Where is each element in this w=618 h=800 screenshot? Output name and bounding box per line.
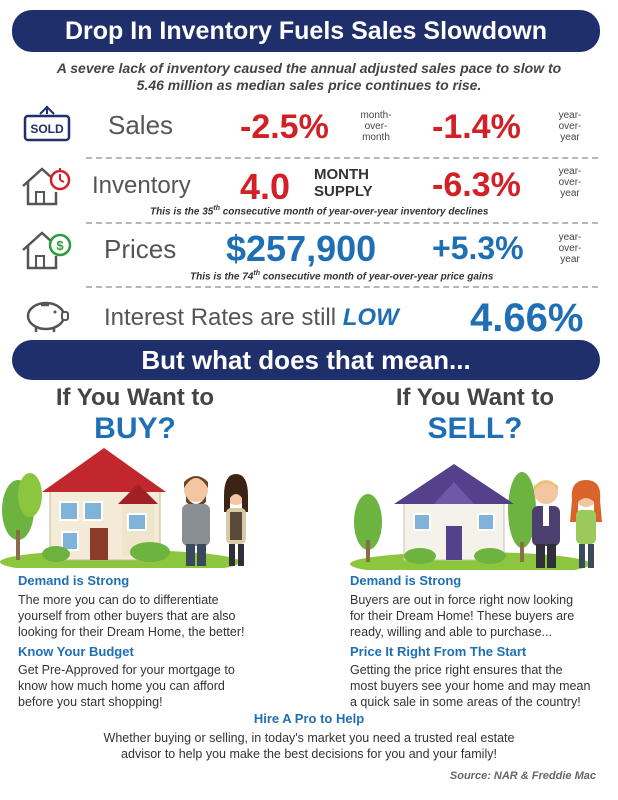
prices-value: $257,900 bbox=[226, 228, 377, 269]
sell-section-body-1: Buyers are out in force right now lookin… bbox=[350, 593, 575, 639]
prices-note: This is the 74th consecutive month of ye… bbox=[190, 270, 494, 283]
sell-section-body-2: Getting the price right ensures that the… bbox=[350, 663, 591, 709]
source-credit: Source: NAR & Freddie Mac bbox=[449, 770, 596, 782]
piggy-bank-icon bbox=[26, 301, 69, 332]
sell-heading: If You Want to SELL? bbox=[395, 384, 555, 445]
subtitle-line-1: A severe lack of inventory caused the an… bbox=[56, 60, 562, 76]
sell-section-title-1: Demand is Strong bbox=[350, 573, 462, 588]
sellers-house-illustration bbox=[350, 464, 602, 570]
inventory-label: Inventory bbox=[92, 172, 191, 199]
hire-pro-title: Hire A Pro to Help bbox=[253, 711, 365, 726]
subtitle: A severe lack of inventory caused the an… bbox=[30, 60, 588, 94]
rates-label: Interest Rates are still LOW bbox=[104, 304, 399, 331]
inventory-note: This is the 35th consecutive month of ye… bbox=[150, 205, 489, 218]
svg-text:$: $ bbox=[56, 238, 64, 253]
section-banner-text: But what does that mean... bbox=[141, 345, 471, 375]
prices-change: +5.3% bbox=[432, 230, 524, 266]
sales-year-value: -1.4% bbox=[432, 108, 521, 146]
sold-sign-icon: SOLD bbox=[23, 105, 71, 142]
buy-section-body-2: Get Pre-Approved for your mortgage to kn… bbox=[18, 663, 235, 709]
hire-pro-body: Whether buying or selling, in today's ma… bbox=[103, 731, 515, 761]
sell-section-title-2: Price It Right From The Start bbox=[350, 644, 527, 659]
section-banner: But what does that mean... bbox=[12, 340, 600, 380]
house-timer-icon bbox=[22, 167, 71, 206]
sales-year-caption: year- over- year bbox=[558, 110, 582, 143]
prices-label: Prices bbox=[104, 234, 177, 264]
divider bbox=[86, 286, 598, 288]
page-title-banner: Drop In Inventory Fuels Sales Slowdown bbox=[12, 10, 600, 52]
sales-month-value: -2.5% bbox=[240, 108, 329, 146]
rates-emphasis: LOW bbox=[342, 304, 399, 331]
sales-month-caption: month- over- month bbox=[360, 110, 392, 143]
buy-heading: If You Want to BUY? bbox=[55, 384, 215, 445]
inventory-year-value: -6.3% bbox=[432, 166, 521, 204]
buy-section-title-1: Demand is Strong bbox=[18, 573, 130, 588]
house-dollar-icon: $ bbox=[22, 231, 72, 270]
inventory-value: 4.0 bbox=[240, 166, 291, 207]
prices-year-caption: year- over- year bbox=[558, 232, 582, 265]
buyers-house-illustration bbox=[0, 448, 248, 568]
svg-text:SOLD: SOLD bbox=[30, 122, 64, 136]
rates-value: 4.66% bbox=[470, 296, 584, 340]
subtitle-line-2: 5.46 million as median sales price conti… bbox=[136, 77, 482, 93]
buy-section-body-1: The more you can do to differentiate you… bbox=[18, 593, 245, 639]
divider bbox=[86, 157, 598, 159]
divider bbox=[86, 222, 598, 224]
sales-label: Sales bbox=[108, 110, 174, 140]
buy-section-title-2: Know Your Budget bbox=[18, 644, 134, 659]
page-title: Drop In Inventory Fuels Sales Slowdown bbox=[64, 17, 548, 45]
inventory-unit: MONTH SUPPLY bbox=[314, 166, 373, 200]
inventory-year-caption: year- over- year bbox=[558, 166, 582, 199]
